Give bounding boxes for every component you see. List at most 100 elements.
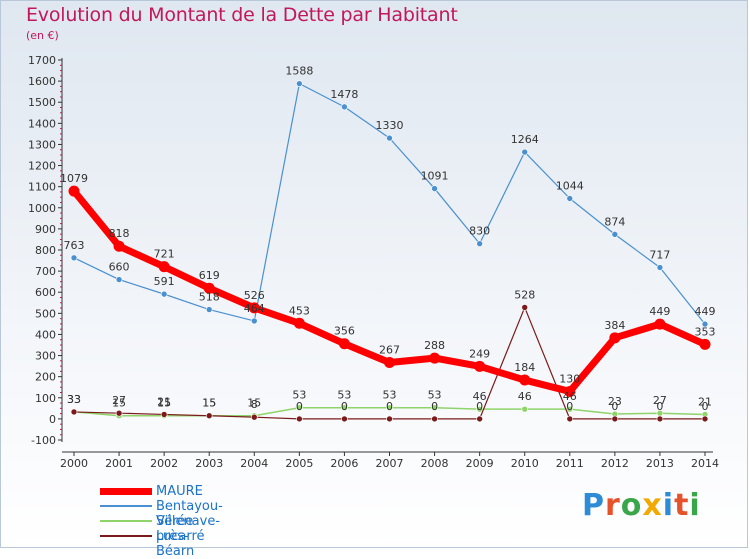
data-label: 0: [702, 400, 709, 413]
data-point: [566, 195, 574, 202]
data-label: 0: [476, 400, 483, 413]
data-label: 1079: [60, 172, 88, 185]
data-label: 15: [247, 397, 261, 410]
legend-swatch: [100, 488, 152, 495]
data-label: 874: [604, 215, 625, 228]
data-label: 453: [289, 304, 310, 317]
data-label: 53: [428, 389, 442, 402]
data-point: [384, 357, 395, 369]
x-tick-label: 2009: [466, 457, 494, 470]
data-point: [656, 415, 664, 423]
data-point: [296, 80, 303, 87]
data-point: [699, 338, 711, 350]
data-label: 53: [337, 389, 351, 402]
data-point: [476, 405, 483, 413]
chart-unit: (en €): [26, 29, 59, 42]
data-point: [521, 148, 529, 156]
data-label: 33: [67, 393, 81, 406]
data-point: [250, 317, 258, 325]
data-label: 464: [244, 302, 265, 315]
data-label: 0: [296, 400, 303, 413]
x-tick-label: 2003: [195, 457, 223, 470]
data-point: [293, 317, 305, 329]
y-tick-label: 900: [35, 223, 56, 236]
data-point: [701, 320, 709, 328]
data-label: 21: [698, 395, 712, 408]
data-label: 591: [154, 275, 175, 288]
y-tick-label: 1700: [28, 54, 56, 67]
legend-swatch: [100, 505, 152, 507]
data-point: [115, 276, 123, 283]
logo-letter: r: [605, 488, 621, 523]
data-label: 21: [157, 395, 171, 408]
data-point: [474, 360, 486, 372]
data-point: [160, 411, 168, 418]
y-tick-label: 500: [35, 307, 56, 320]
data-label: 1588: [285, 65, 313, 78]
data-label: 0: [611, 400, 618, 413]
data-label: 818: [109, 227, 130, 240]
data-label: 356: [334, 325, 355, 338]
data-point: [248, 302, 260, 314]
data-point: [431, 404, 438, 412]
y-tick-label: 800: [35, 244, 56, 257]
logo-letter: i: [662, 488, 675, 523]
data-point: [521, 304, 529, 311]
data-label: 15: [112, 397, 126, 410]
data-point: [701, 415, 709, 423]
data-point: [519, 374, 531, 386]
data-label: 518: [199, 291, 220, 304]
chart-title: Evolution du Montant de la Dette par Hab…: [26, 4, 458, 26]
legend-label: Lucarré: [156, 529, 205, 544]
legend-label: Bentayou-Sérée: [156, 499, 223, 529]
data-label: 130: [559, 372, 580, 385]
data-label: 1044: [556, 179, 584, 192]
x-tick-label: 2013: [646, 457, 674, 470]
data-label: 353: [695, 325, 716, 338]
data-point: [70, 408, 78, 416]
y-tick-label: -100: [31, 434, 56, 447]
x-tick-label: 2005: [285, 457, 313, 470]
data-label: 717: [649, 249, 670, 262]
x-tick-label: 2010: [511, 457, 539, 470]
data-point: [70, 254, 78, 262]
data-label: 1330: [376, 119, 404, 132]
x-tick-label: 2002: [150, 457, 178, 470]
logo-letter: o: [620, 488, 643, 523]
legend-label: MAURE: [156, 484, 203, 499]
y-tick-label: 100: [35, 392, 56, 405]
x-tick-label: 2011: [556, 457, 584, 470]
data-label: 8: [251, 398, 258, 411]
y-tick-label: 300: [35, 350, 56, 363]
x-tick-label: 2008: [421, 457, 449, 470]
data-label: 249: [469, 347, 490, 360]
data-point: [431, 185, 438, 192]
data-label: 53: [292, 389, 306, 402]
x-tick-label: 2001: [105, 457, 133, 470]
data-label: 449: [649, 305, 670, 318]
y-tick-label: 200: [35, 371, 56, 384]
x-tick-label: 2012: [601, 457, 629, 470]
data-point: [429, 352, 441, 364]
data-label: 449: [695, 305, 716, 318]
data-point: [566, 405, 574, 413]
data-label: 15: [202, 397, 216, 410]
legend-swatch: [100, 520, 152, 522]
data-label: 33: [67, 393, 81, 406]
y-tick-label: 1000: [28, 202, 56, 215]
data-point: [386, 404, 393, 412]
data-label: 267: [379, 344, 400, 357]
chart-frame: [0, 0, 748, 548]
data-point: [476, 415, 483, 423]
data-label: 46: [518, 390, 532, 403]
data-label: 184: [514, 361, 535, 374]
y-tick-label: 1600: [28, 75, 56, 88]
chart-axes: -100010020030040050060070080090010001100…: [28, 54, 719, 470]
data-point: [205, 412, 213, 420]
data-point: [158, 261, 170, 273]
data-point: [476, 240, 483, 247]
data-point: [609, 332, 621, 344]
y-tick-label: 1400: [28, 117, 56, 130]
data-label: 0: [341, 400, 348, 413]
